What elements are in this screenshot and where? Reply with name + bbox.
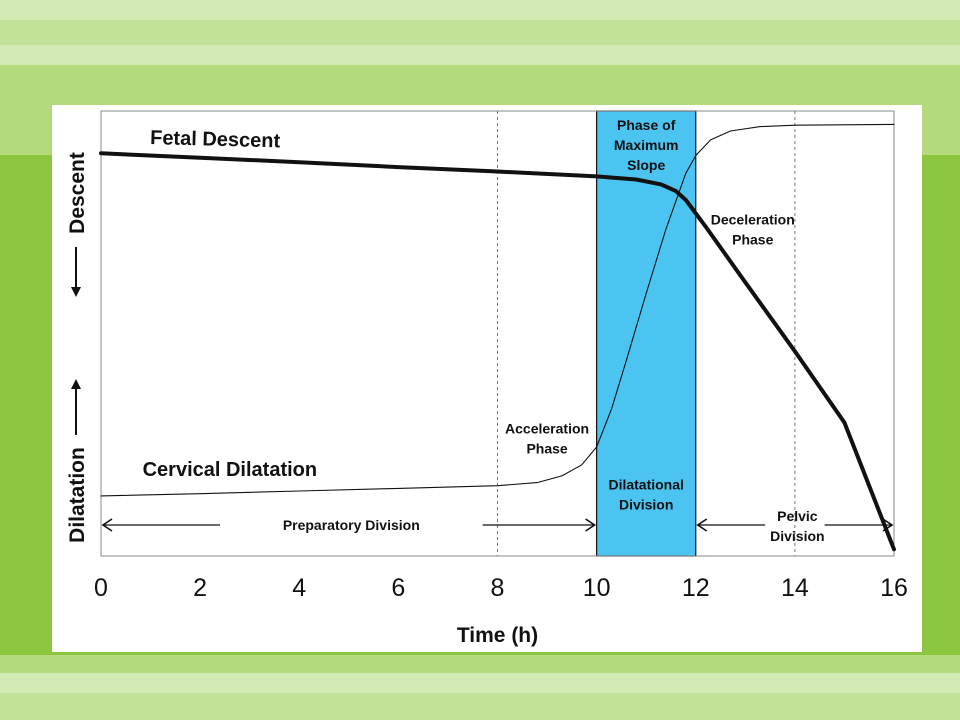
slide-top-band-light xyxy=(0,0,960,20)
phase-of-maximum-slope-label-line-1: Phase of xyxy=(617,117,676,133)
slide-bottom-band-pale xyxy=(0,693,960,720)
slide-top-band-pale xyxy=(0,20,960,45)
acceleration-phase-label-line-1: Acceleration xyxy=(505,421,589,437)
x-axis-title: Time (h) xyxy=(457,624,538,647)
pelvic-division-label-line-2: Division xyxy=(770,528,824,544)
preparatory-arrow-left-head xyxy=(101,518,113,532)
x-tick-label-10: 10 xyxy=(583,574,611,602)
phase-of-maximum-slope-label-line-3: Slope xyxy=(627,157,665,173)
y-axis-title-dilatation: Dilatation xyxy=(66,447,89,543)
max-slope-region xyxy=(596,110,697,557)
slide-bottom-band-light xyxy=(0,673,960,693)
plot-frame xyxy=(100,110,895,557)
pelvic-arrow-left-head xyxy=(696,518,708,532)
deceleration-phase-label-line-1: Deceleration xyxy=(711,211,795,227)
series-line-cervical-dilatation xyxy=(100,123,895,497)
dilatational-division-label-line-2: Division xyxy=(619,496,673,512)
series-line-fetal-descent xyxy=(99,151,896,552)
preparatory-arrow-right-head xyxy=(585,518,597,532)
x-tick-label-12: 12 xyxy=(682,574,710,602)
dilatation-arrow-head xyxy=(71,379,81,389)
series-label-cervical-dilatation: Cervical Dilatation xyxy=(143,459,318,481)
x-tick-label-16: 16 xyxy=(880,574,908,602)
series-label-fetal-descent: Fetal Descent xyxy=(150,127,281,152)
descent-arrow-head xyxy=(71,287,81,297)
x-tick-label-8: 8 xyxy=(491,574,505,602)
x-tick-label-6: 6 xyxy=(391,574,405,602)
slide-top-band-light-2 xyxy=(0,45,960,65)
slide-bottom-band-mid xyxy=(0,655,960,673)
labor-curve-chart: Fetal Descent Cervical Dilatation Phase of… xyxy=(66,110,908,647)
acceleration-phase-label-line-2: Phase xyxy=(526,441,567,457)
x-tick-label-4: 4 xyxy=(292,574,306,602)
dilatational-division-label-line-1: Dilatational xyxy=(608,476,683,492)
chart-panel: Fetal Descent Cervical Dilatation Phase of… xyxy=(52,105,922,652)
pelvic-division-label-line-1: Pelvic xyxy=(777,508,818,524)
x-tick-label-2: 2 xyxy=(193,574,207,602)
pelvic-arrow-right-head xyxy=(882,518,894,532)
x-tick-label-14: 14 xyxy=(781,574,809,602)
phase-of-maximum-slope-label-line-2: Maximum xyxy=(614,137,679,153)
y-axis-title-descent: Descent xyxy=(66,152,89,234)
preparatory-division-label: Preparatory Division xyxy=(283,517,420,533)
deceleration-phase-label-line-2: Phase xyxy=(732,231,773,247)
x-tick-label-0: 0 xyxy=(94,574,108,602)
